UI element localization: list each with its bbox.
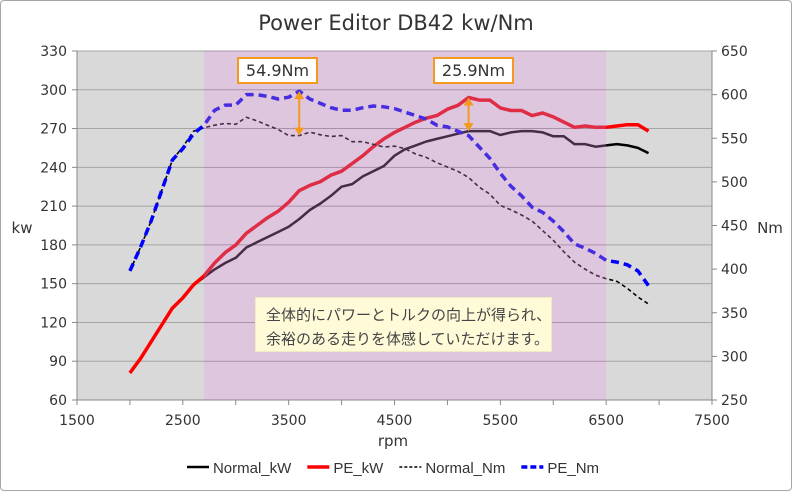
series-normal-nm [129,116,649,305]
y-tick-label-right: 250 [721,393,748,409]
series-pe-kw [128,95,650,374]
x-tick-label: 4500 [377,413,413,429]
x-tick-label: 6500 [588,413,624,429]
y-tick-label-right: 400 [721,262,748,278]
x-tick-label: 2500 [165,413,201,429]
y-axis-left-label: kw [12,219,33,237]
x-tick-label: 3500 [271,413,307,429]
x-axis-label: rpm [378,432,408,450]
series-pe-nm [128,89,650,287]
y-tick-label-left: 150 [40,277,67,293]
x-tick-label: 5500 [483,413,519,429]
annotation-arrow-nm-head-bottom [294,127,305,136]
y-tick-label-left: 120 [40,315,67,331]
y-tick-label-right: 650 [721,44,748,60]
x-tick-label: 1500 [59,413,95,429]
series-normal-kw [128,129,650,374]
y-axis-right-label: Nm [757,219,783,237]
y-tick-label-left: 240 [40,160,67,176]
note-box: 全体的にパワーとトルクの向上が得られ、 余裕のある走りを体感していただけます。 [255,297,552,352]
annotation-arrow-kw-head-bottom [463,123,474,132]
legend-label-normal-nm: Normal_Nm [425,460,505,477]
y-tick-label-right: 350 [721,306,748,322]
y-tick-label-left: 270 [40,122,67,138]
annotation-arrow-kw-head-top [463,97,474,106]
legend-label-pe-nm: PE_Nm [547,460,599,477]
y-tick-label-right: 500 [721,175,748,191]
annotation-label-kw-gain: 25.9Nm [433,57,514,84]
y-tick-label-left: 90 [49,354,67,370]
annotation-label-nm-gain: 54.9Nm [237,57,318,84]
note-line-1: 全体的にパワーとトルクの向上が得られ、 [266,306,552,324]
legend-label-pe-kw: PE_kW [333,460,384,477]
y-tick-label-right: 550 [721,131,748,147]
y-tick-label-right: 450 [721,219,748,235]
legend-label-normal-kw: Normal_kW [213,460,292,477]
annotation-arrow-nm-head-top [294,91,305,100]
y-tick-label-right: 600 [721,88,748,104]
y-tick-label-left: 300 [40,83,67,99]
y-tick-label-left: 180 [40,238,67,254]
y-tick-label-left: 210 [40,199,67,215]
y-tick-label-right: 300 [721,349,748,365]
y-tick-label-left: 60 [49,393,67,409]
note-line-2: 余裕のある走りを体感していただけます。 [266,330,550,348]
x-tick-label: 7500 [694,413,730,429]
chart-title: Power Editor DB42 kw/Nm [258,11,534,35]
y-tick-label-left: 330 [40,44,67,60]
legend: Normal_kW PE_kW Normal_Nm PE_Nm [186,460,599,477]
